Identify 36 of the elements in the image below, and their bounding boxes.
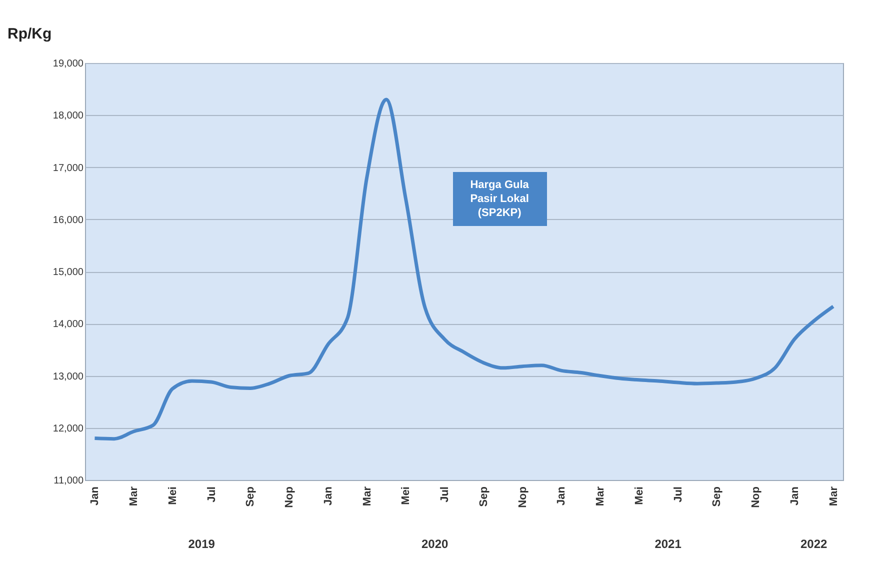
x-tick-label: Jan (556, 486, 568, 506)
x-tick-label: Nop (516, 486, 529, 508)
callout-box: Harga Gula Pasir Lokal (SP2KP) (452, 172, 547, 226)
y-axis-title: Rp/Kg (8, 26, 52, 42)
x-tick-label: Jul (672, 486, 684, 502)
x-tick-label: Jan (788, 486, 801, 506)
y-tick-label: 11,000 (54, 476, 84, 486)
x-tick-label: Jul (439, 486, 452, 502)
x-tick-label: Mei (400, 486, 412, 505)
x-tick-label: Mei (166, 486, 179, 505)
x-tick-label: Sep (244, 486, 257, 507)
x-tick-label: Nop (750, 486, 762, 508)
x-tick-label: Jan (322, 486, 334, 506)
y-tick-label: 18,000 (52, 110, 84, 122)
y-tick-label: 19,000 (52, 58, 84, 70)
y-tick-label: 12,000 (52, 423, 84, 434)
text: 2022 (800, 537, 828, 551)
x-tick-label: Mei (633, 486, 646, 505)
y-tick-label: 15,000 (52, 267, 84, 278)
y-tick-label: 17,000 (52, 162, 84, 174)
y-tick-label: 13,000 (52, 371, 84, 382)
x-tick-label: Sep (711, 486, 724, 507)
y-tick-label: 16,000 (52, 214, 84, 226)
text: 2021 (654, 537, 682, 551)
x-tick-label: Mar (361, 486, 374, 506)
x-tick-label: Jul (206, 486, 218, 502)
x-tick-label: Mar (594, 486, 607, 506)
x-tick-label: Mar (128, 486, 140, 506)
line-series (92, 98, 836, 441)
text: 2019 (188, 537, 215, 551)
x-tick-label: Nop (284, 486, 296, 508)
x-tick-label: Sep (478, 486, 490, 507)
x-tick-label: Jan (89, 486, 102, 506)
x-tick-label: Mar (828, 486, 840, 506)
text: 2020 (421, 537, 448, 551)
y-tick-label: 14,000 (52, 319, 84, 330)
